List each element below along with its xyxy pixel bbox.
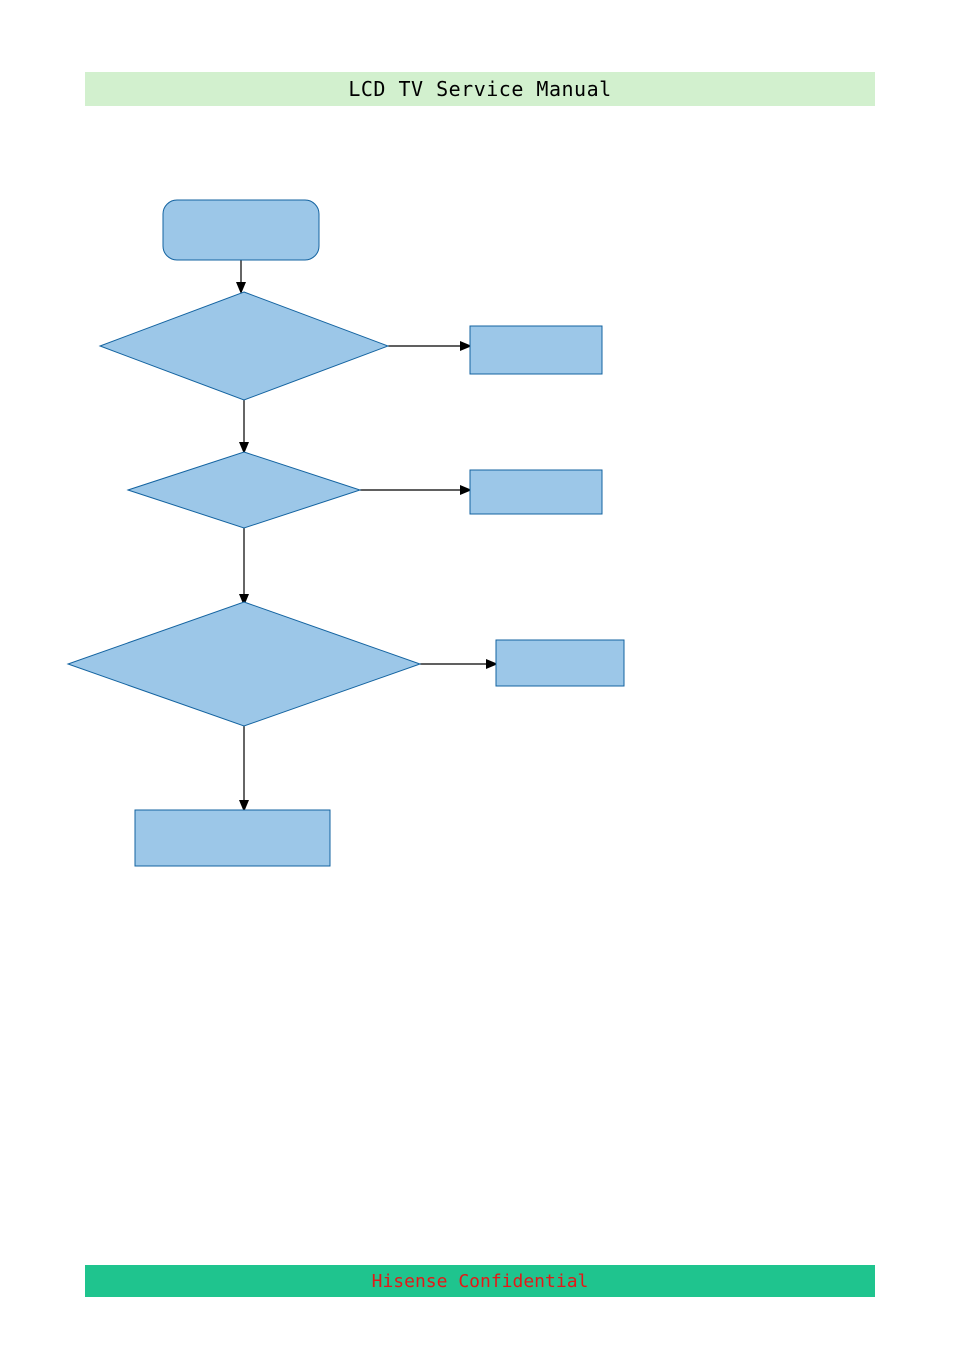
footer-band: Hisense Confidential bbox=[85, 1265, 875, 1297]
header-title: LCD TV Service Manual bbox=[348, 77, 611, 101]
decision-d1 bbox=[100, 292, 388, 400]
flowchart-svg bbox=[0, 0, 954, 1350]
process-r1 bbox=[470, 326, 602, 374]
process-r3 bbox=[496, 640, 624, 686]
footer-text: Hisense Confidential bbox=[372, 1271, 589, 1292]
header-band: LCD TV Service Manual bbox=[85, 72, 875, 106]
process-r2 bbox=[470, 470, 602, 514]
decision-d2 bbox=[128, 452, 360, 528]
terminator-start bbox=[163, 200, 319, 260]
process-end bbox=[135, 810, 330, 866]
decision-d3 bbox=[68, 602, 420, 726]
